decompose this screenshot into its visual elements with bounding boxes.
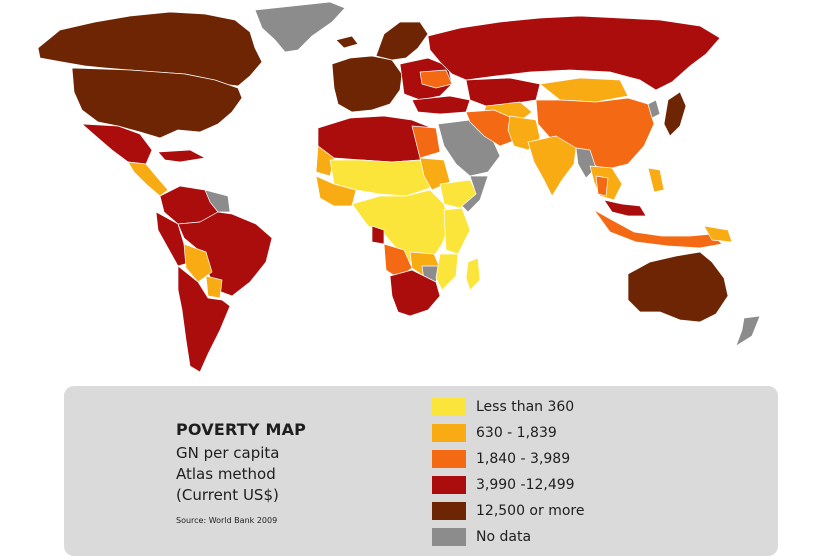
region-australia [627, 251, 729, 323]
region-central-america [127, 161, 169, 197]
legend-swatch [432, 450, 466, 468]
legend-label: 3,990 -12,499 [476, 477, 575, 493]
legend-title: POVERTY MAP [176, 420, 307, 439]
legend-panel: POVERTY MAP GN per capita Atlas method (… [64, 386, 778, 556]
legend-swatch [432, 398, 466, 416]
legend-subtitle-line: (Current US$) [176, 486, 279, 504]
region-egypt [411, 125, 441, 159]
region-caribbean [157, 149, 206, 163]
legend-item: Less than 360 [432, 398, 732, 418]
region-thailand [595, 175, 609, 197]
region-india [527, 135, 577, 197]
legend-source: Source: World Bank 2009 [176, 516, 278, 525]
region-iceland [335, 35, 359, 49]
region-indonesia [593, 209, 723, 249]
region-ukraine [419, 69, 453, 89]
legend-swatch [432, 502, 466, 520]
legend-label: 630 - 1,839 [476, 425, 557, 441]
legend-item: 630 - 1,839 [432, 424, 732, 444]
region-japan [663, 91, 687, 137]
region-paraguay [205, 275, 223, 299]
region-greenland [254, 1, 346, 53]
region-bolivia [183, 243, 213, 283]
legend-item: 12,500 or more [432, 502, 732, 522]
region-canada [37, 11, 263, 87]
region-mozambique [435, 253, 459, 291]
region-southern-cone [177, 265, 231, 373]
region-malaysia [603, 199, 647, 217]
legend-item: 3,990 -12,499 [432, 476, 732, 496]
region-western-sahara [315, 145, 335, 177]
legend-label: 12,500 or more [476, 503, 585, 519]
legend-swatch [432, 476, 466, 494]
legend-label: No data [476, 529, 532, 545]
region-somalia [461, 175, 489, 213]
region-new-zealand [735, 315, 761, 347]
legend-label: Less than 360 [476, 399, 575, 415]
region-central-asia [465, 77, 541, 107]
region-western-europe [331, 55, 403, 113]
region-guianas [204, 189, 231, 213]
region-madagascar [465, 257, 481, 291]
world-map [37, 1, 761, 373]
legend-subtitle-line: GN per capita [176, 444, 280, 462]
region-east-africa [443, 207, 471, 255]
legend-swatch [432, 424, 466, 442]
legend-swatch [432, 528, 466, 546]
region-korea [647, 99, 661, 119]
region-iran [465, 109, 517, 147]
region-peru [155, 211, 193, 267]
region-philippines [647, 167, 665, 193]
legend-item: 1,840 - 3,989 [432, 450, 732, 470]
region-southern-africa [389, 269, 441, 317]
region-usa [71, 67, 243, 139]
region-scandinavia [375, 21, 429, 61]
region-png [703, 225, 733, 243]
legend-item: No data [432, 528, 732, 548]
legend-subtitle-line: Atlas method [176, 465, 276, 483]
region-west-africa [315, 175, 357, 207]
legend-label: 1,840 - 3,989 [476, 451, 571, 467]
region-russia [427, 15, 721, 91]
region-mongolia [539, 77, 629, 103]
